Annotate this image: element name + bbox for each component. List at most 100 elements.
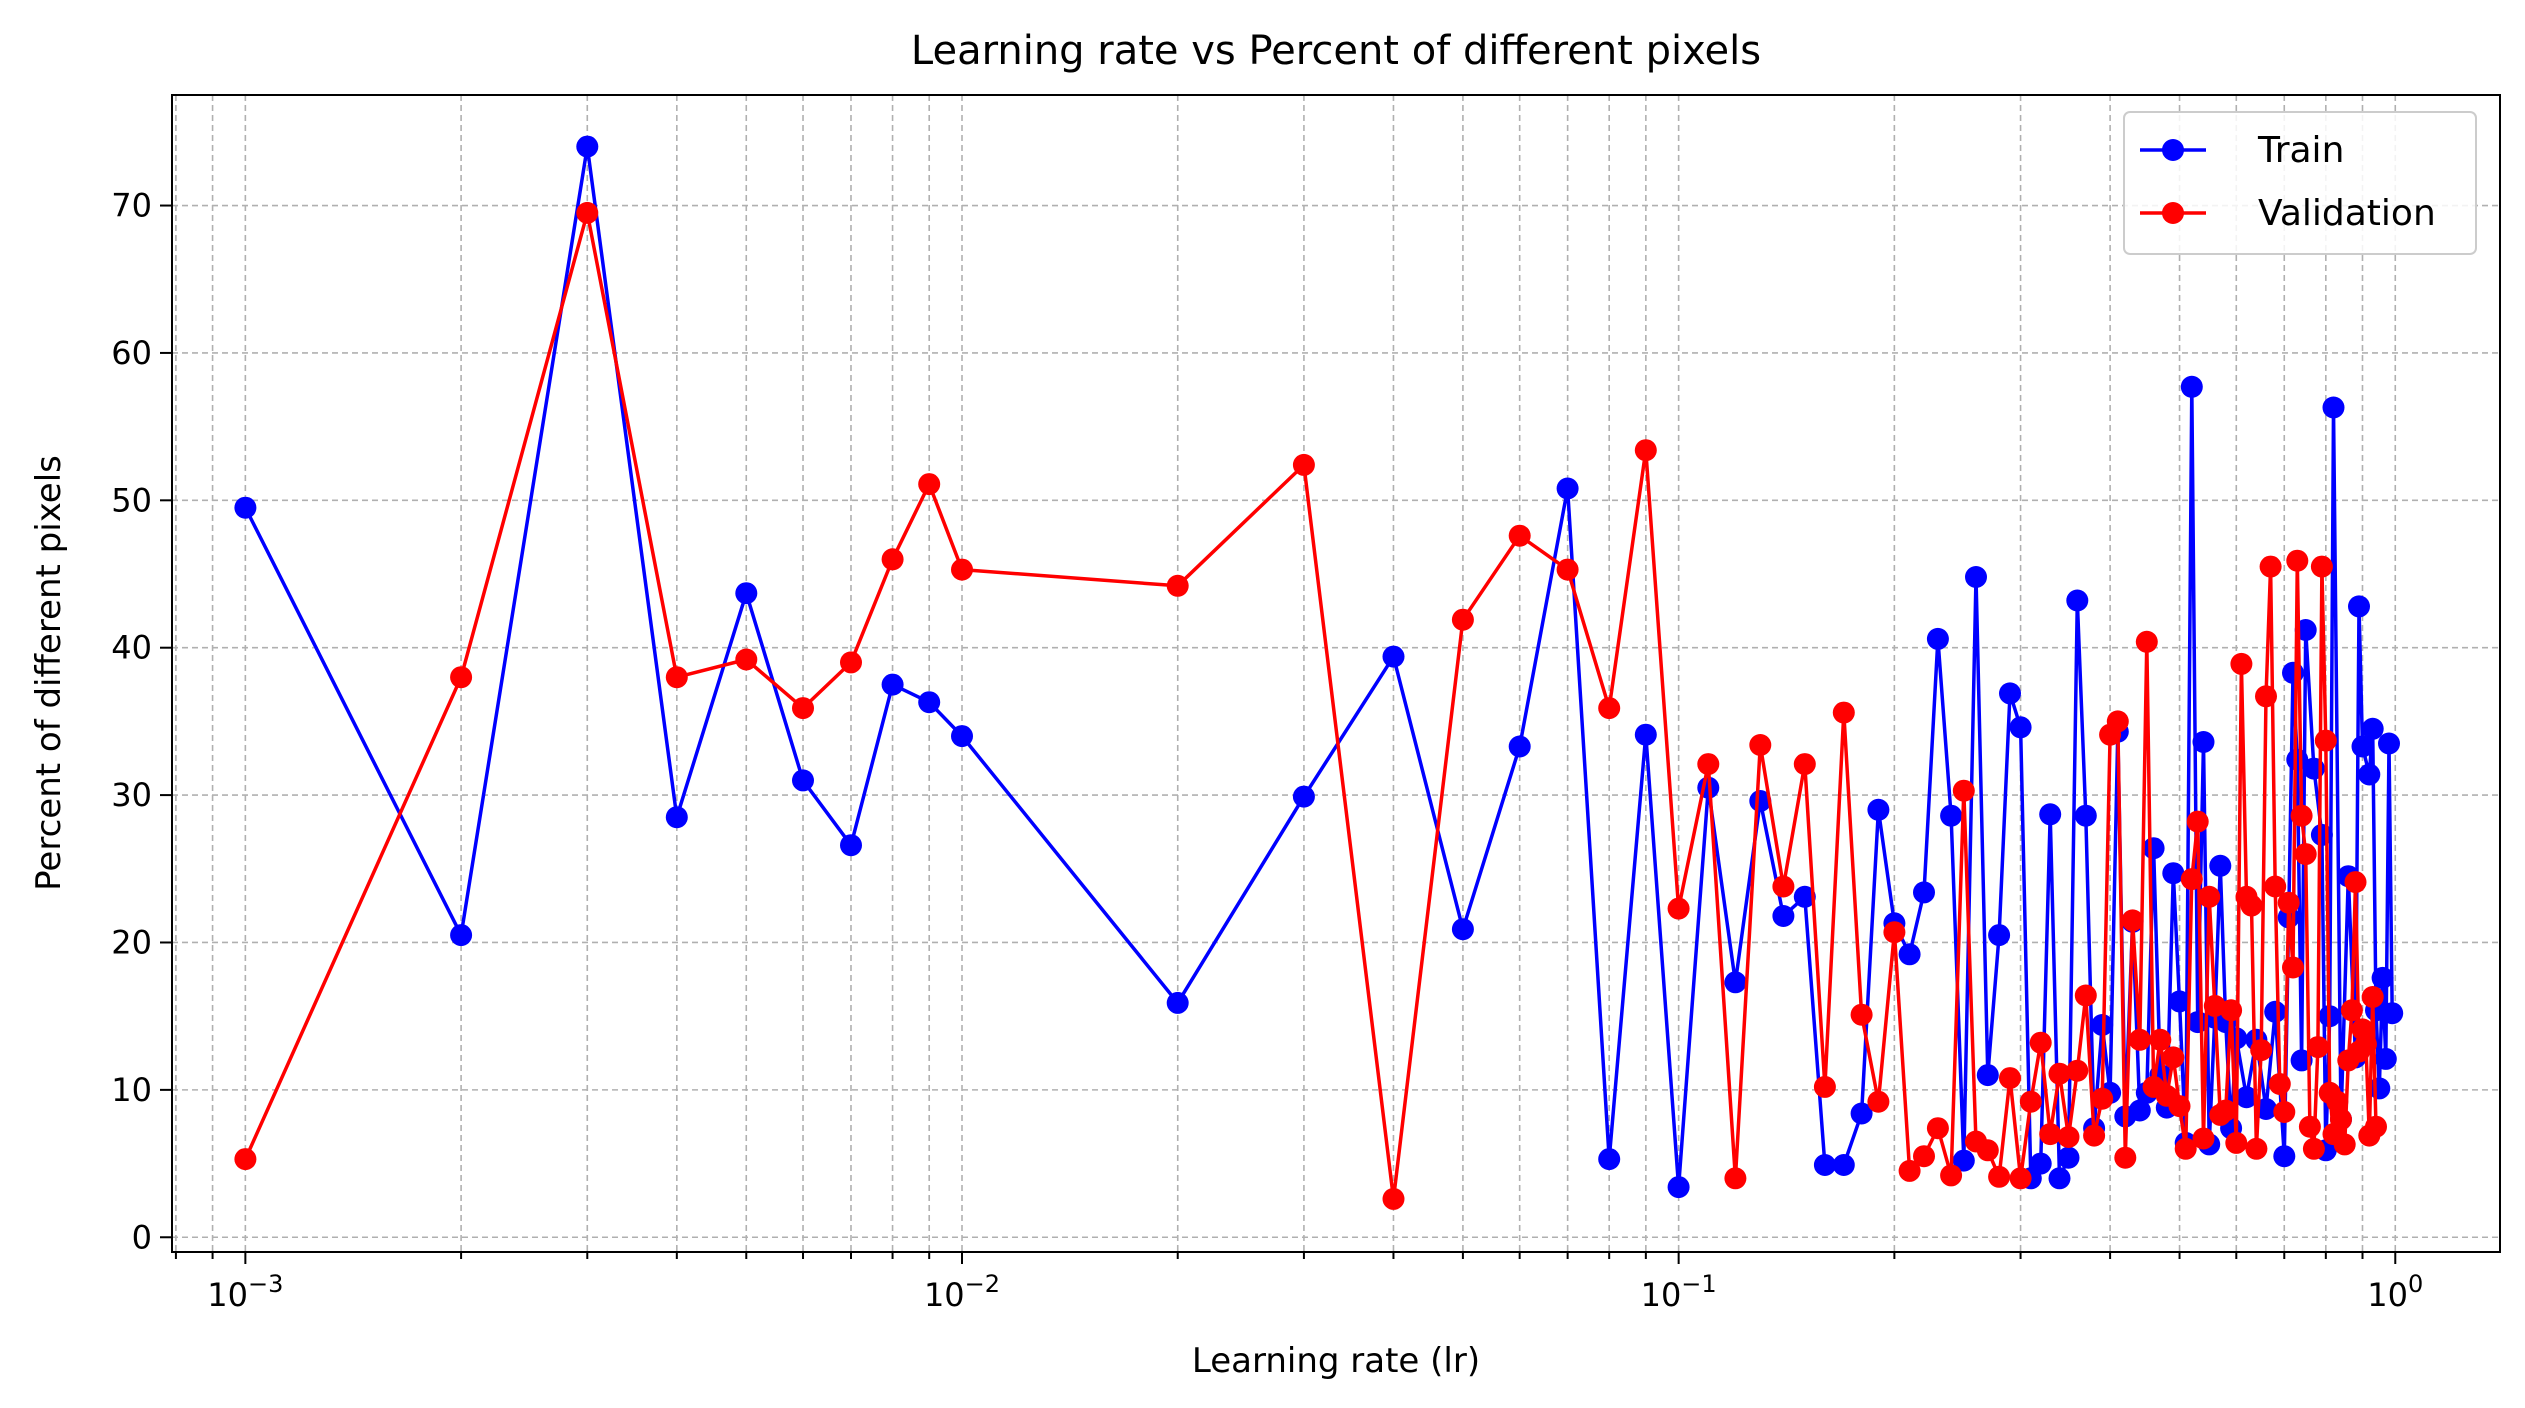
data-point xyxy=(2255,1098,2277,1120)
data-point xyxy=(2354,1033,2377,1056)
series-layer xyxy=(234,135,2404,1210)
data-point xyxy=(2358,763,2381,786)
data-point xyxy=(1382,645,1405,668)
data-point xyxy=(2192,731,2215,753)
data-point xyxy=(2365,1115,2387,1138)
data-point xyxy=(2310,555,2333,578)
y-tick-label: 0 xyxy=(132,1218,152,1256)
data-point xyxy=(1166,991,1189,1014)
data-point xyxy=(1813,1154,1836,1176)
data-point xyxy=(1749,734,1772,756)
data-point xyxy=(1988,924,2011,947)
chart-title: Learning rate vs Percent of different pi… xyxy=(911,28,1761,74)
data-point xyxy=(2371,966,2394,989)
legend: Train Validation xyxy=(2123,111,2477,255)
x-tick-label: 100 xyxy=(2367,1270,2423,1314)
data-point xyxy=(665,806,688,829)
data-point xyxy=(2106,710,2129,733)
data-point xyxy=(2351,735,2374,758)
data-point xyxy=(1598,697,1621,720)
data-point xyxy=(1508,735,1531,758)
data-point xyxy=(2348,595,2370,618)
legend-train-marker xyxy=(2162,139,2184,161)
data-point xyxy=(2168,990,2191,1013)
data-point xyxy=(2009,1167,2032,1190)
data-point xyxy=(2057,1146,2080,1169)
data-point xyxy=(792,697,814,720)
data-point xyxy=(1867,798,1890,821)
data-point xyxy=(2245,1137,2268,1160)
data-point xyxy=(2057,1126,2080,1148)
data-point xyxy=(2168,1095,2191,1118)
data-point xyxy=(2091,1087,2114,1110)
data-point xyxy=(2344,871,2367,894)
data-point xyxy=(2114,1146,2137,1169)
data-point xyxy=(1832,701,1855,724)
data-point xyxy=(2174,1137,2197,1160)
data-point xyxy=(1556,558,1579,581)
data-point xyxy=(2083,1124,2106,1147)
data-point xyxy=(1382,1187,1405,1210)
data-point xyxy=(1634,439,1657,462)
series-validation xyxy=(234,201,2387,1210)
data-point xyxy=(735,582,758,605)
data-point xyxy=(2282,956,2304,979)
data-point xyxy=(450,666,473,689)
data-point xyxy=(665,666,688,689)
data-point xyxy=(1667,897,1690,920)
data-point xyxy=(2235,1086,2258,1109)
data-point xyxy=(1772,875,1795,898)
legend-validation-label: Validation xyxy=(2258,193,2436,234)
data-point xyxy=(234,496,257,519)
data-point xyxy=(1793,885,1816,908)
data-point xyxy=(1793,753,1816,776)
data-point xyxy=(576,201,599,224)
y-tick-label: 40 xyxy=(111,629,152,667)
data-point xyxy=(1850,1003,1873,1026)
data-point xyxy=(1976,1139,1999,1162)
data-point xyxy=(2019,1090,2042,1113)
data-point xyxy=(2340,999,2363,1022)
y-tick-label: 60 xyxy=(111,334,152,372)
data-point xyxy=(1999,1067,2021,1090)
data-point xyxy=(234,1148,257,1171)
data-point xyxy=(2361,717,2384,740)
data-point xyxy=(2322,396,2345,419)
data-point xyxy=(1913,881,1935,904)
data-point xyxy=(2268,1073,2291,1095)
data-point xyxy=(2209,854,2232,877)
data-point xyxy=(1292,785,1315,808)
legend-validation-marker xyxy=(2162,202,2184,224)
y-axis-label: Percent of different pixels xyxy=(29,455,69,891)
data-point xyxy=(1988,1165,2011,1188)
data-point xyxy=(2273,1145,2296,1168)
data-point xyxy=(2250,1039,2273,1062)
data-point xyxy=(1898,943,1921,966)
data-point xyxy=(2264,1000,2287,1023)
data-point xyxy=(2048,1062,2071,1085)
data-point xyxy=(2162,1046,2185,1069)
data-point xyxy=(2039,1123,2062,1146)
data-point xyxy=(2039,803,2062,826)
data-point xyxy=(2066,1059,2089,1082)
x-tick-label: 10−3 xyxy=(207,1270,283,1314)
data-point xyxy=(2381,1002,2404,1025)
data-point xyxy=(1940,1164,1963,1187)
data-point xyxy=(2330,1108,2352,1131)
data-point xyxy=(450,924,473,947)
data-point xyxy=(1451,608,1474,631)
data-point xyxy=(2290,804,2313,827)
data-point xyxy=(2255,685,2277,708)
x-tick-label: 10−1 xyxy=(1641,1270,1717,1314)
data-point xyxy=(2298,1115,2321,1138)
data-point xyxy=(918,473,941,496)
data-point xyxy=(2009,716,2032,739)
data-point xyxy=(2306,1036,2329,1059)
data-point xyxy=(2220,999,2243,1022)
data-point xyxy=(881,548,904,571)
data-point xyxy=(1965,566,1987,588)
data-point xyxy=(2066,589,2089,612)
data-point xyxy=(1772,905,1795,927)
data-point xyxy=(2121,909,2144,932)
